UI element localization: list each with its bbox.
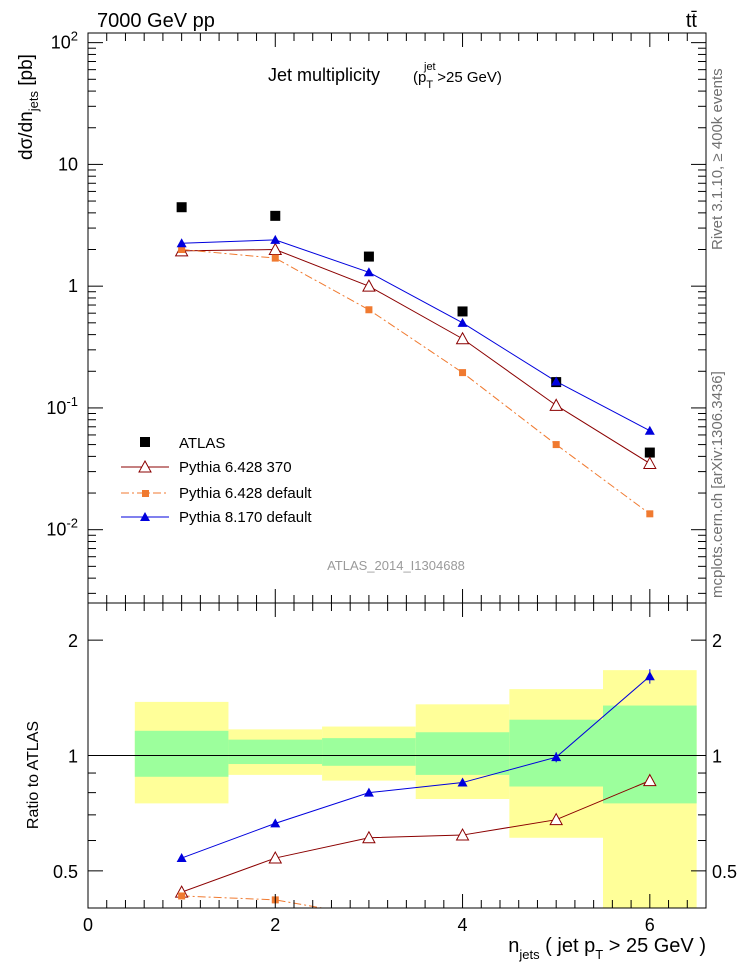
top-y-tick-label: 10-2 bbox=[46, 516, 78, 540]
legend-p6-default-label: Pythia 6.428 default bbox=[179, 485, 312, 502]
data-point-p6-default bbox=[365, 306, 373, 314]
top-y-tick-label: 1 bbox=[68, 276, 78, 296]
legend-atlas-label: ATLAS bbox=[179, 435, 225, 452]
ratio-y-tick-label: 1 bbox=[68, 747, 78, 767]
ratio-point-p8-default bbox=[363, 787, 374, 797]
bottom-axis-ticks: 0 2 4 6 0.5 0.5 1 1 2 2 bbox=[53, 603, 737, 935]
chart-title-cut-jet: jet bbox=[423, 61, 436, 73]
top-series-group bbox=[174, 202, 657, 518]
collision-label: 7000 GeV pp bbox=[97, 10, 215, 32]
analysis-watermark: ATLAS_2014_I1304688 bbox=[327, 558, 465, 573]
data-point-atlas bbox=[270, 210, 281, 221]
bottom-ylabel: Ratio to ATLAS bbox=[25, 721, 42, 829]
mcplots-label: mcplots.cern.ch [arXiv:1306.3436] bbox=[709, 371, 726, 598]
top-panel: 10-2 10-1 1 10 102 Jet multiplicity (pT >25 … bbox=[16, 29, 707, 604]
x-tick-label: 4 bbox=[458, 915, 468, 935]
data-point-p8-default bbox=[176, 238, 187, 248]
data-point-atlas bbox=[176, 202, 187, 213]
ratio-y-tick-label-right: 2 bbox=[712, 631, 722, 651]
series-line-p8-default bbox=[181, 239, 651, 432]
ratio-point-p8-default bbox=[457, 777, 468, 787]
legend-p8-default-marker bbox=[140, 512, 150, 521]
series-line-p6-default bbox=[181, 249, 651, 515]
data-point-p6-370 bbox=[455, 331, 470, 345]
rivet-label: Rivet 3.1.10, ≥ 400k events bbox=[709, 68, 726, 250]
data-point-p6-370 bbox=[549, 398, 564, 411]
data-point-p6-default bbox=[646, 510, 654, 518]
ratio-y-tick-label-right: 1 bbox=[712, 747, 722, 767]
legend: ATLAS Pythia 6.428 370 Pythia 6.428 defa… bbox=[121, 435, 312, 526]
x-tick-label: 0 bbox=[83, 915, 93, 935]
ratio-point-p6-370 bbox=[455, 828, 470, 841]
ratio-point-p6-370 bbox=[642, 773, 657, 787]
top-axis-ticks: 10-2 10-1 1 10 102 bbox=[46, 29, 707, 603]
data-point-p6-default bbox=[271, 254, 279, 262]
ratio-y-tick-label: 0.5 bbox=[53, 862, 78, 882]
ratio-uncertainty-bands bbox=[134, 670, 697, 908]
top-ylabel: dσ/dnjets [pb] bbox=[16, 54, 41, 160]
data-point-p8-default bbox=[551, 376, 562, 386]
inner-band bbox=[415, 732, 510, 775]
ratio-point-p8-default bbox=[176, 853, 187, 863]
x-tick-label: 6 bbox=[645, 915, 655, 935]
data-point-p6-370 bbox=[362, 279, 376, 292]
chart-title-cut: (pT >25 GeV) bbox=[413, 69, 502, 91]
top-y-tick-label: 10-1 bbox=[46, 394, 78, 418]
ratio-point-p8-default bbox=[551, 752, 562, 762]
data-point-p6-370 bbox=[268, 242, 283, 256]
chart-title: Jet multiplicity bbox=[268, 65, 380, 85]
ratio-line-p8-default bbox=[181, 675, 651, 859]
data-point-p6-default bbox=[459, 369, 467, 377]
legend-p6-370-marker bbox=[138, 459, 152, 473]
bottom-series-group bbox=[174, 669, 657, 909]
legend-p8-default-label: Pythia 8.170 default bbox=[179, 509, 312, 526]
inner-band bbox=[322, 738, 416, 766]
top-y-tick-label: 10 bbox=[58, 154, 78, 174]
data-point-p6-default bbox=[552, 441, 560, 449]
ratio-line-p6-default bbox=[181, 895, 323, 909]
data-point-atlas bbox=[644, 447, 655, 458]
x-axis-label: njets ( jet pT > 25 GeV ) bbox=[508, 935, 706, 962]
ratio-point-p6-default bbox=[178, 892, 186, 900]
ratio-point-p6-370 bbox=[549, 812, 564, 826]
series-line-p6-370 bbox=[181, 249, 651, 464]
data-point-atlas bbox=[457, 306, 468, 317]
data-point-p6-default bbox=[178, 246, 186, 254]
ratio-point-p6-370 bbox=[268, 851, 283, 864]
data-point-p8-default bbox=[270, 234, 281, 244]
top-y-tick-label: 102 bbox=[51, 29, 78, 53]
data-point-atlas bbox=[363, 251, 374, 262]
ratio-y-tick-label-right: 0.5 bbox=[712, 862, 737, 882]
data-point-p8-default bbox=[644, 425, 655, 435]
data-point-p6-370 bbox=[642, 456, 657, 469]
x-tick-label: 2 bbox=[270, 915, 280, 935]
inner-band bbox=[228, 739, 323, 765]
legend-p6-370-label: Pythia 6.428 370 bbox=[179, 459, 292, 476]
data-point-p8-default bbox=[363, 267, 374, 277]
inner-band bbox=[134, 730, 229, 777]
legend-p6-default-marker bbox=[142, 490, 149, 497]
data-point-p8-default bbox=[457, 317, 468, 327]
ratio-y-tick-label: 2 bbox=[68, 631, 78, 651]
process-label: tt̄ bbox=[686, 10, 698, 32]
ratio-point-p6-370 bbox=[362, 830, 376, 844]
ratio-line-p6-370 bbox=[181, 780, 651, 893]
bottom-panel: 0 2 4 6 0.5 0.5 1 1 2 2 Ratio to ATLAS njets ( je… bbox=[25, 602, 737, 962]
legend-atlas-marker bbox=[140, 437, 150, 447]
ratio-point-p8-default bbox=[644, 671, 655, 681]
inner-band bbox=[603, 705, 697, 804]
ratio-point-p8-default bbox=[270, 818, 281, 828]
